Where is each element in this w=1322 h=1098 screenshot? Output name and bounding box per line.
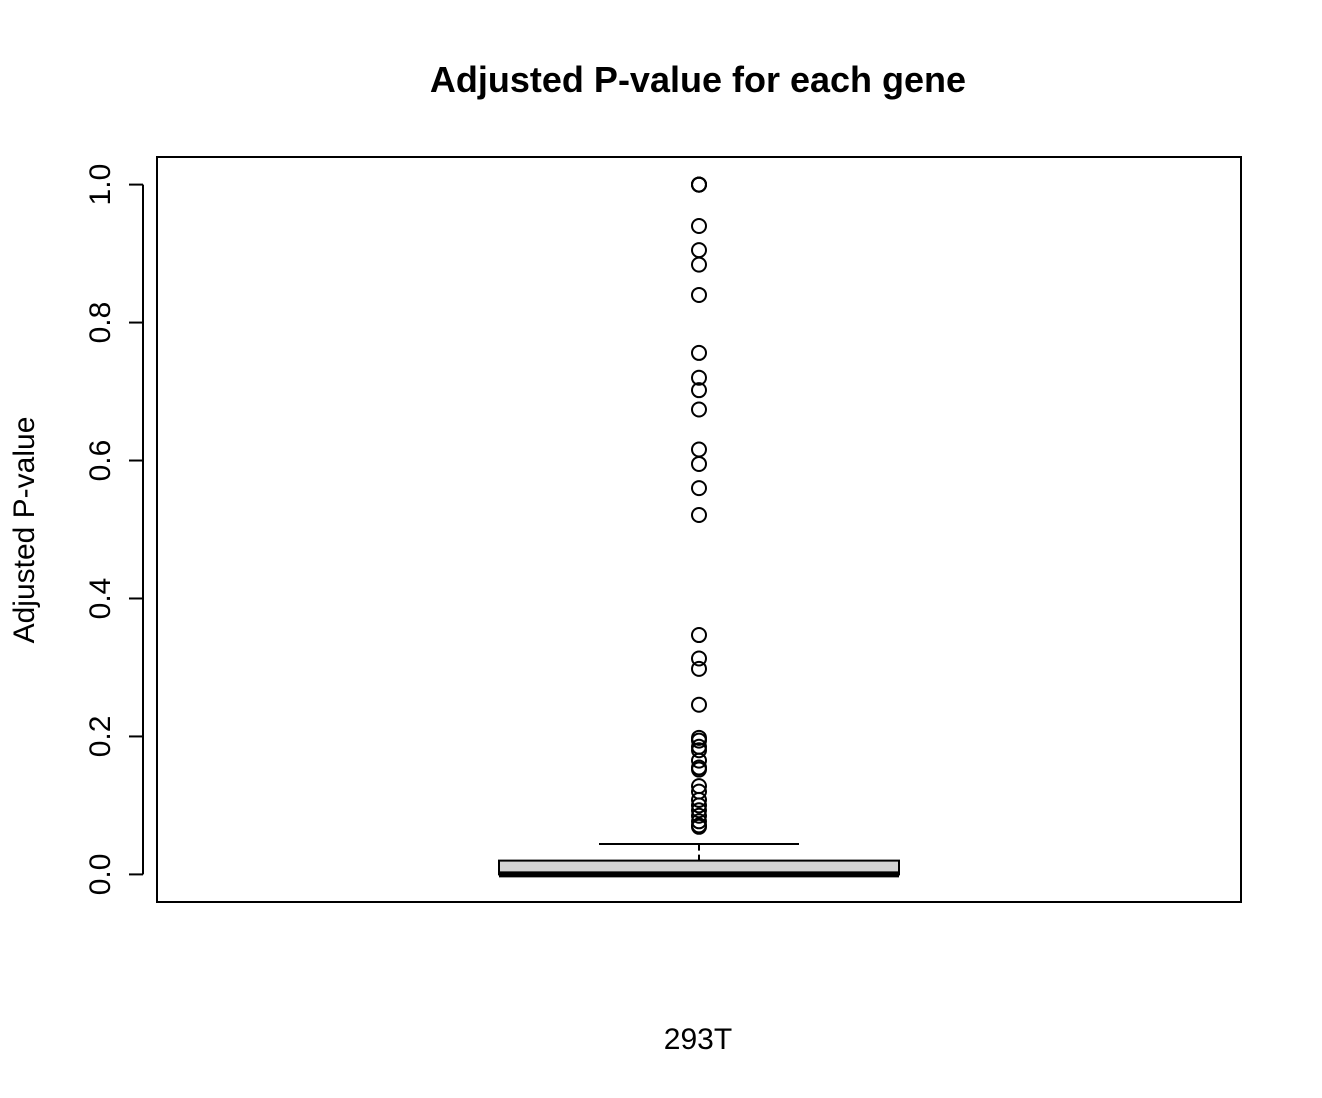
outlier-point xyxy=(691,797,707,814)
outlier-point xyxy=(691,382,707,399)
y-tick-label: 0.6 xyxy=(84,440,117,482)
y-tick-label: 0.0 xyxy=(84,854,117,896)
outlier-point xyxy=(691,480,707,497)
outlier-group xyxy=(691,176,707,835)
outlier-point xyxy=(691,401,707,418)
outlier-point xyxy=(691,761,707,778)
outlier-point xyxy=(691,696,707,713)
outlier-point xyxy=(691,242,707,259)
outlier-point xyxy=(691,813,707,830)
outlier-point xyxy=(691,802,707,819)
outlier-point xyxy=(691,256,707,273)
y-tick-label: 1.0 xyxy=(84,164,117,206)
y-axis-label: Adjusted P-value xyxy=(8,417,41,644)
outlier-point xyxy=(691,752,707,769)
y-tick-label: 0.2 xyxy=(84,716,117,758)
outlier-point xyxy=(691,344,707,361)
chart-title: Adjusted P-value for each gene xyxy=(430,59,966,100)
outlier-point xyxy=(691,791,707,808)
outlier-point xyxy=(691,176,707,193)
outlier-point xyxy=(691,650,707,667)
outlier-point xyxy=(691,818,707,835)
outlier-point xyxy=(691,742,707,759)
y-tick-label: 0.8 xyxy=(84,302,117,344)
outlier-point xyxy=(691,807,707,824)
y-axis: 0.0 0.2 0.4 0.6 0.8 1.0 xyxy=(84,164,144,896)
outlier-point xyxy=(691,441,707,458)
outlier-point xyxy=(691,627,707,644)
plot-frame xyxy=(156,156,1242,903)
outlier-point xyxy=(691,286,707,303)
outlier-point xyxy=(691,217,707,234)
outlier-point xyxy=(691,732,707,749)
outlier-point xyxy=(691,660,707,677)
y-tick-label: 0.4 xyxy=(84,578,117,620)
outlier-point xyxy=(691,455,707,472)
outlier-point xyxy=(691,507,707,524)
box-group xyxy=(498,843,900,878)
x-axis-label: 293T xyxy=(664,1023,732,1056)
outlier-point xyxy=(691,369,707,386)
